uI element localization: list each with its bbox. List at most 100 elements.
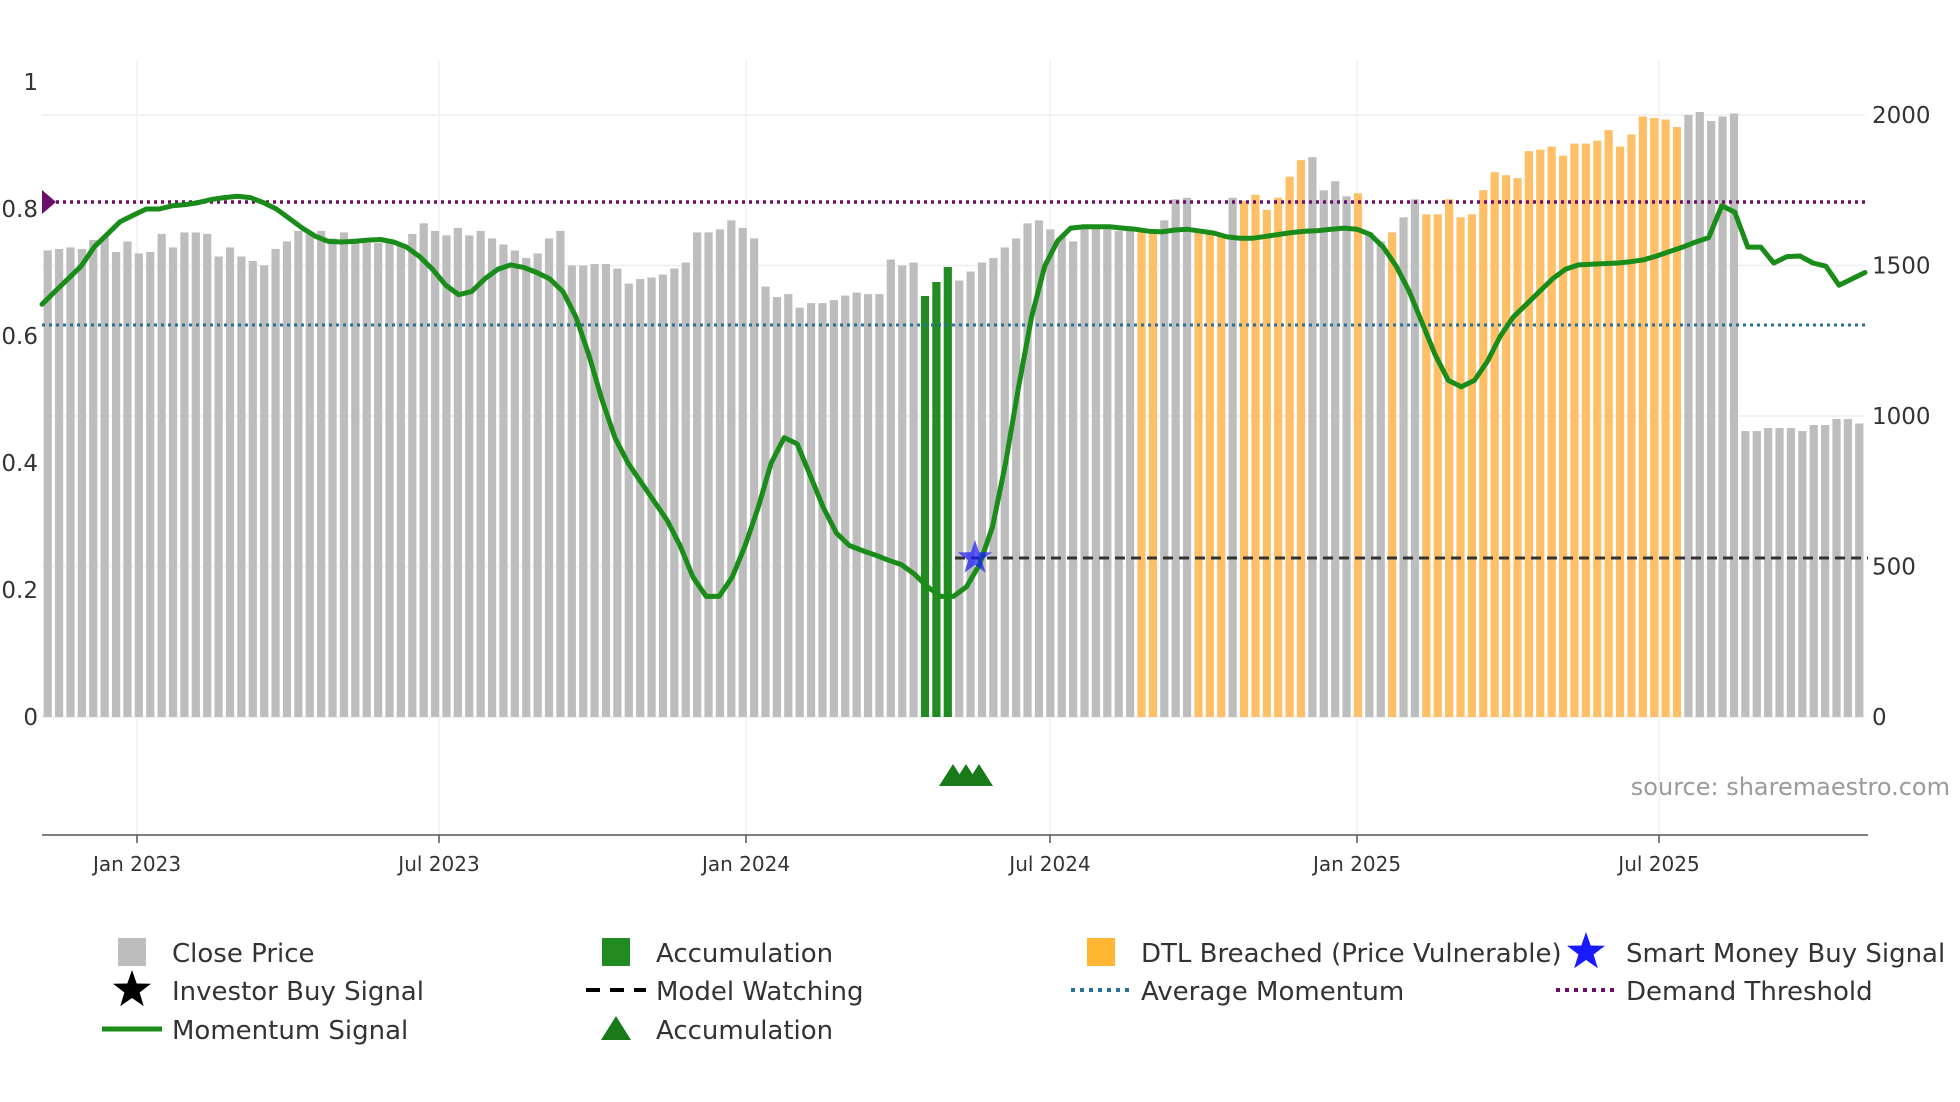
bar-159 [1855,423,1864,717]
bar-97 [1148,229,1157,717]
bar-6 [111,251,121,717]
bar-18 [248,260,257,717]
bar-41 [510,250,519,717]
bar-43 [533,253,542,717]
bar-112 [1319,190,1328,717]
bar-19 [260,265,269,717]
legend-label: Model Watching [656,977,863,1007]
bar-40 [499,244,508,717]
bar-3 [77,248,86,717]
bar-25 [328,238,337,717]
legend-item: Investor Buy Signal [113,970,424,1007]
bar-8 [134,253,143,717]
y-left-tick-label: 0 [23,705,38,731]
signal-markers [939,540,993,786]
legend-star-icon [1567,932,1605,969]
bar-72 [863,294,873,717]
legend-swatch [602,938,630,966]
bar-115 [1353,193,1363,717]
bar-109 [1285,176,1294,717]
bar-57 [693,232,702,717]
bar-95 [1126,226,1135,717]
bar-59 [715,229,725,717]
bar-10 [157,233,166,717]
legend-swatch [118,938,146,966]
bar-79 [943,267,952,717]
y-left-tick-label: 0.8 [1,197,38,223]
bar-20 [271,248,280,717]
bar-66 [795,307,804,717]
bar-55 [670,268,679,717]
bar-126 [1479,190,1488,717]
bar-121 [1422,214,1431,717]
bar-120 [1410,199,1420,717]
bar-90 [1069,241,1078,718]
bar-105 [1239,200,1249,717]
bar-11 [168,247,178,717]
bar-24 [317,230,326,717]
bar-92 [1091,224,1101,718]
bar-15 [214,256,223,717]
bar-77 [920,296,930,717]
legend-item: Accumulation [601,1016,833,1046]
bar-46 [567,265,576,717]
bar-23 [305,233,314,717]
bar-47 [579,265,588,717]
legend-item: Accumulation [602,938,833,969]
bar-78 [932,282,941,717]
bar-85 [1012,238,1021,717]
bar-125 [1467,214,1477,717]
bar-106 [1251,194,1260,717]
y-right-tick-label: 1000 [1872,404,1931,430]
bar-62 [750,238,759,717]
legend-swatch [1087,938,1115,966]
bar-52 [636,279,645,717]
bar-139 [1627,134,1636,717]
bar-137 [1604,130,1613,718]
bar-132 [1547,146,1556,718]
momentum-signal [39,193,1868,599]
bar-91 [1080,226,1089,717]
bar-153 [1786,428,1796,717]
bar-141 [1650,118,1659,717]
axes: Jan 2023 Jul 2023 Jan 2024 Jul 2024 Jan 2025… [1,70,1930,876]
bar-34 [430,230,440,717]
bar-117 [1376,241,1385,718]
bar-29 [374,242,383,718]
bar-142 [1661,119,1670,717]
bar-133 [1558,155,1568,717]
bar-113 [1331,181,1340,718]
legend-item: DTL Breached (Price Vulnerable) [1087,938,1562,969]
bar-145 [1695,111,1704,718]
legend-label: Accumulation [656,1016,833,1046]
legend-triangle-icon [601,1016,631,1040]
bar-96 [1137,229,1146,717]
legend-label: Momentum Signal [172,1016,408,1046]
bar-157 [1832,419,1841,717]
bar-134 [1570,143,1579,718]
bar-9 [146,251,155,717]
y-left-tick-label: 0.2 [1,578,38,604]
bar-152 [1775,428,1784,717]
bar-38 [476,230,485,717]
bar-73 [875,294,884,717]
x-tick-label: Jan 2024 [700,852,790,876]
legend-label: Close Price [172,939,315,969]
bar-31 [396,245,406,717]
bar-5 [100,236,109,717]
bar-64 [772,297,781,717]
bar-148 [1729,113,1739,718]
bar-80 [955,280,964,717]
bar-28 [362,242,371,718]
bar-39 [487,238,497,717]
bar-75 [898,265,907,717]
bar-102 [1205,230,1214,717]
bar-63 [761,286,770,717]
legend-label: Smart Money Buy Signal [1626,939,1945,969]
bar-135 [1581,143,1590,718]
gridlines [42,60,1865,835]
bar-33 [419,223,428,718]
bar-1 [54,248,64,717]
legend: Close Price Accumulation DTL Breached (Pri… [102,932,1945,1046]
bar-136 [1593,140,1602,717]
